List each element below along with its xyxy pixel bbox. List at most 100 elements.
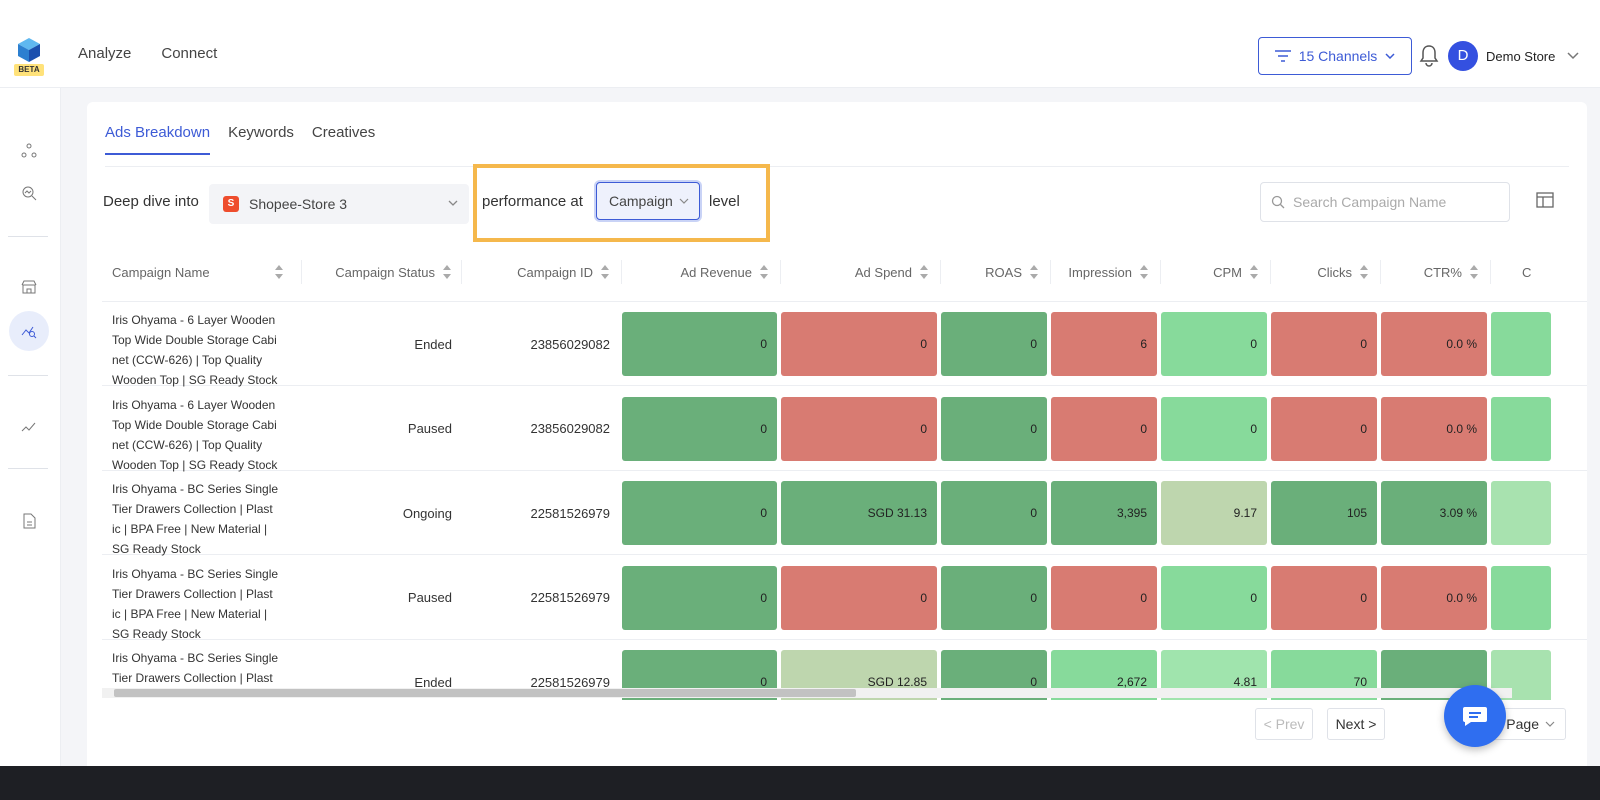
campaign-name-line: Tier Drawers Collection | Plast bbox=[112, 502, 273, 516]
col-campaign-id[interactable]: Campaign ID bbox=[462, 242, 622, 302]
metric-cell: 0 bbox=[1051, 396, 1157, 461]
col-roas[interactable]: ROAS bbox=[941, 242, 1051, 302]
col-label: Impression bbox=[1068, 264, 1132, 280]
sort-icon[interactable] bbox=[1250, 265, 1259, 279]
col-impression[interactable]: Impression bbox=[1051, 242, 1161, 302]
campaign-status-cell: Paused bbox=[407, 421, 452, 436]
sort-icon[interactable] bbox=[1360, 265, 1369, 279]
col-separator bbox=[940, 260, 941, 284]
channels-label: 15 Channels bbox=[1298, 48, 1378, 64]
campaign-status-cell: Ended bbox=[414, 674, 452, 690]
col-label: Campaign Name bbox=[112, 264, 210, 280]
col-separator bbox=[1160, 260, 1161, 284]
store-icon bbox=[21, 280, 37, 294]
campaign-name-line: Iris Ohyama - 6 Layer Wooden bbox=[112, 397, 276, 412]
col-ad-spend[interactable]: Ad Spend bbox=[781, 242, 941, 302]
metric-cell: 0 bbox=[1161, 312, 1267, 376]
campaign-name-line: SG Ready Stock bbox=[112, 626, 201, 641]
scroll-thumb[interactable] bbox=[114, 689, 856, 697]
metric-cell bbox=[1491, 312, 1551, 376]
campaign-id-cell: 23856029082 bbox=[530, 336, 610, 352]
metric-cell bbox=[1491, 396, 1551, 461]
store-select-value: Shopee-Store 3 bbox=[249, 196, 348, 212]
columns-icon[interactable] bbox=[1535, 190, 1555, 210]
col-label: CTR% bbox=[1423, 264, 1462, 280]
sidebar-item-nodes[interactable] bbox=[18, 140, 40, 162]
col-ctr[interactable]: CTR% bbox=[1381, 242, 1491, 302]
store-name[interactable]: Demo Store bbox=[1486, 49, 1556, 64]
main-card: Ads Breakdown Keywords Creatives Deep di… bbox=[87, 102, 1587, 800]
sidebar-item-search-analytics[interactable] bbox=[18, 182, 40, 204]
store-select[interactable]: S Shopee-Store 3 bbox=[209, 184, 469, 224]
tab-ads-breakdown[interactable]: Ads Breakdown bbox=[105, 124, 211, 155]
metric-cell: 0 bbox=[1271, 565, 1377, 630]
campaign-name-cell: Iris Ohyama - BC Series Single Tier Drawe… bbox=[112, 479, 292, 559]
table-row[interactable]: Iris Ohyama - 6 Layer Wooden Top Wide Dou… bbox=[102, 387, 1587, 472]
sort-icon[interactable] bbox=[1470, 265, 1479, 279]
col-campaign-status[interactable]: Campaign Status bbox=[302, 242, 462, 302]
tab-creatives[interactable]: Creatives bbox=[311, 124, 376, 141]
campaign-name-line: Iris Ohyama - 6 Layer Wooden bbox=[112, 313, 276, 327]
nav-analyze[interactable]: Analyze bbox=[78, 45, 132, 62]
campaign-id-cell: 22581526979 bbox=[530, 674, 610, 690]
sidebar-item-store[interactable] bbox=[18, 276, 40, 298]
campaign-id-cell: 22581526979 bbox=[530, 505, 610, 521]
metric-cell bbox=[1491, 481, 1551, 545]
col-separator bbox=[1380, 260, 1381, 284]
col-clicks[interactable]: Clicks bbox=[1271, 242, 1381, 302]
sort-icon[interactable] bbox=[601, 265, 610, 279]
campaign-status-cell: Paused bbox=[407, 590, 452, 605]
document-icon bbox=[23, 513, 36, 529]
sidebar-item-trends[interactable] bbox=[18, 416, 40, 438]
sort-icon[interactable] bbox=[443, 265, 452, 279]
col-label: Ad Revenue bbox=[680, 264, 752, 280]
search-icon bbox=[1271, 195, 1285, 209]
col-ad-revenue[interactable]: Ad Revenue bbox=[622, 242, 781, 302]
nav-connect[interactable]: Connect bbox=[161, 45, 218, 62]
campaign-search[interactable] bbox=[1260, 182, 1510, 222]
sort-icon[interactable] bbox=[760, 265, 769, 279]
nodes-icon bbox=[21, 143, 37, 158]
metric-cell: 0 bbox=[1271, 396, 1377, 461]
bell-icon[interactable] bbox=[1418, 44, 1440, 68]
level-select[interactable]: Campaign bbox=[596, 182, 700, 220]
sidebar-item-ads-analytics[interactable] bbox=[9, 311, 49, 351]
table-row[interactable]: Iris Ohyama - 6 Layer Wooden Top Wide Dou… bbox=[102, 302, 1587, 387]
performance-label: performance at bbox=[482, 193, 583, 210]
chevron-down-icon[interactable] bbox=[1566, 48, 1580, 62]
campaign-status-cell: Ended bbox=[414, 336, 452, 352]
col-label: ROAS bbox=[985, 264, 1022, 280]
sort-icon[interactable] bbox=[1030, 265, 1039, 279]
metric-cell: 0 bbox=[622, 481, 777, 545]
campaign-name-line: Iris Ohyama - BC Series Single bbox=[112, 566, 279, 581]
level-select-value: Campaign bbox=[609, 193, 673, 209]
sort-icon[interactable] bbox=[275, 265, 284, 279]
table-row[interactable]: Iris Ohyama - BC Series Single Tier Drawe… bbox=[102, 556, 1587, 641]
top-bar: BETA Analyze Connect 15 Channels D Demo … bbox=[0, 0, 1600, 88]
app-logo[interactable]: BETA bbox=[14, 38, 44, 76]
table-row[interactable]: Iris Ohyama - BC Series Single Tier Drawe… bbox=[102, 471, 1587, 556]
col-label: Ad Spend bbox=[854, 264, 912, 280]
prev-page-button[interactable]: < Prev bbox=[1255, 708, 1313, 740]
channels-filter-button[interactable]: 15 Channels bbox=[1258, 37, 1412, 75]
metric-cell: 0 bbox=[622, 396, 777, 461]
col-label: Clicks bbox=[1317, 264, 1352, 280]
col-cpm[interactable]: CPM bbox=[1161, 242, 1271, 302]
col-truncated[interactable]: C bbox=[1522, 242, 1562, 302]
horizontal-scrollbar[interactable] bbox=[102, 688, 1512, 698]
sort-icon[interactable] bbox=[1140, 265, 1149, 279]
campaign-name-line: ic | BPA Free | New Material | bbox=[112, 522, 268, 536]
next-page-button[interactable]: Next > bbox=[1327, 708, 1385, 740]
search-input[interactable] bbox=[1293, 194, 1493, 210]
deep-dive-label: Deep dive into bbox=[103, 193, 199, 210]
sort-icon[interactable] bbox=[920, 265, 929, 279]
col-separator bbox=[1490, 260, 1491, 284]
chevron-down-icon bbox=[679, 198, 689, 204]
chat-support-button[interactable] bbox=[1444, 685, 1506, 747]
metric-cell: SGD 31.13 bbox=[781, 481, 937, 545]
campaign-id-cell: 23856029082 bbox=[530, 421, 610, 436]
avatar[interactable]: D bbox=[1448, 41, 1478, 71]
col-campaign-name[interactable]: Campaign Name bbox=[112, 242, 302, 302]
tab-keywords[interactable]: Keywords bbox=[228, 124, 294, 141]
sidebar-item-reports[interactable] bbox=[18, 510, 40, 532]
